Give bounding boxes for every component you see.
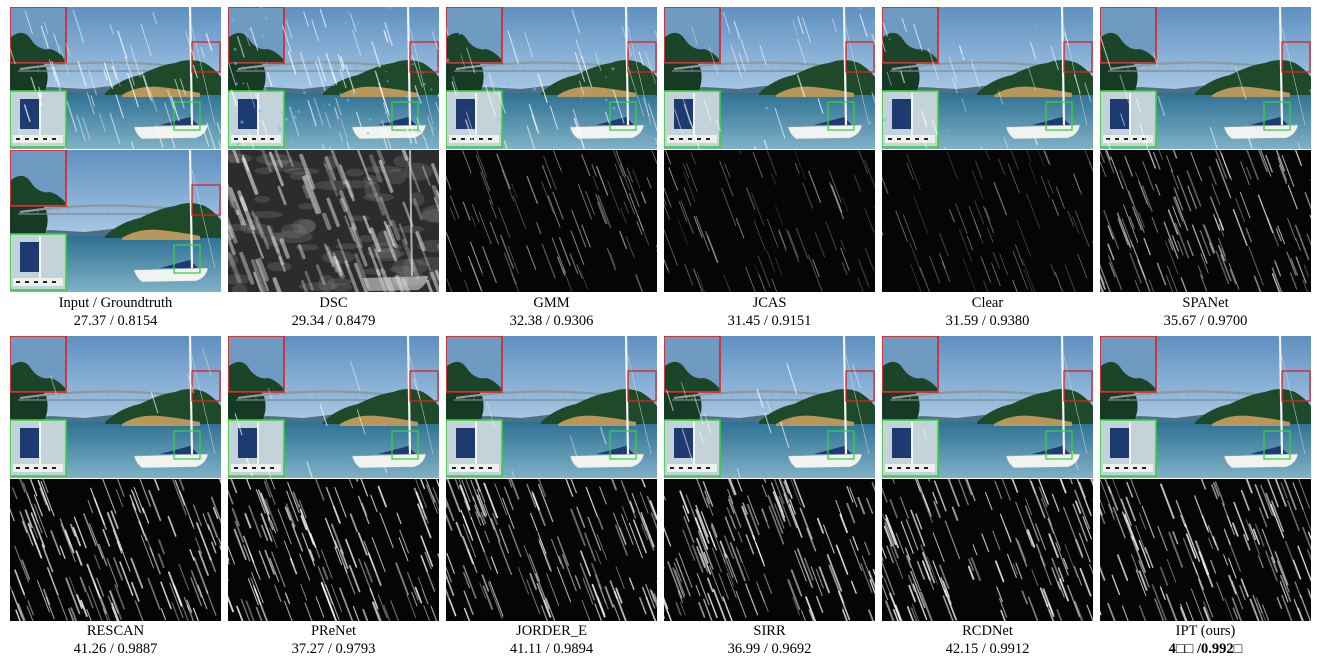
method-name: Clear — [971, 295, 1004, 311]
derained-image — [882, 7, 1093, 149]
panel-caption: Clear 31.59 / 0.9380 — [872, 294, 1103, 330]
rain-residual-image — [446, 150, 657, 292]
sailboat — [1005, 453, 1081, 469]
derained-image — [664, 336, 875, 478]
psnr-ssim-score: 35.67 / 0.9700 — [1163, 313, 1248, 329]
rain-residual-image — [882, 479, 1093, 621]
rain-residual-image — [446, 479, 657, 621]
derained-image — [882, 336, 1093, 478]
mast — [188, 7, 194, 126]
rain-residual-image — [664, 150, 875, 292]
psnr-ssim-score: 41.26 / 0.9887 — [73, 641, 158, 657]
derained-image — [1100, 336, 1311, 478]
mast — [406, 7, 412, 126]
method-name: Input / Groundtruth — [58, 295, 173, 311]
mast — [406, 336, 412, 455]
panel-caption: SPANet 35.67 / 0.9700 — [1090, 294, 1317, 330]
rain-residual-image — [10, 479, 221, 621]
rain-residual-image — [1100, 479, 1311, 621]
panel-caption: DSC 29.34 / 0.8479 — [218, 294, 449, 330]
groundtruth-image — [10, 150, 221, 292]
sailboat — [351, 453, 427, 469]
psnr-ssim-score: 32.38 / 0.9306 — [509, 313, 594, 329]
psnr-ssim-score: 41.11 / 0.9894 — [509, 641, 594, 657]
panel-caption: RESCAN 41.26 / 0.9887 — [0, 622, 231, 658]
psnr-ssim-score: 31.59 / 0.9380 — [945, 313, 1030, 329]
derained-image — [228, 7, 439, 149]
mast — [188, 150, 194, 269]
sailboat — [1223, 453, 1299, 469]
psnr-ssim-score: 4□□ /0.992□ — [1168, 641, 1243, 657]
sailboat — [569, 453, 645, 469]
method-name: IPT (ours) — [1175, 623, 1236, 639]
psnr-ssim-score: 27.37 / 0.8154 — [73, 313, 158, 329]
mast — [1060, 7, 1066, 126]
method-name: SIRR — [753, 623, 786, 639]
derained-image — [446, 7, 657, 149]
mast — [1278, 336, 1284, 455]
method-name: SPANet — [1182, 295, 1229, 311]
psnr-ssim-score: 29.34 / 0.8479 — [291, 313, 376, 329]
sailboat — [133, 453, 209, 469]
psnr-ssim-score: 37.27 / 0.9793 — [291, 641, 376, 657]
panel-caption: GMM 32.38 / 0.9306 — [436, 294, 667, 330]
method-name: JORDER_E — [516, 623, 587, 639]
panel-caption: SIRR 36.99 / 0.9692 — [654, 622, 885, 658]
panel-caption: RCDNet 42.15 / 0.9912 — [872, 622, 1103, 658]
sailboat — [787, 453, 863, 469]
method-name: PReNet — [310, 623, 357, 639]
panel-caption: IPT (ours) 4□□ /0.992□ — [1090, 622, 1317, 658]
method-name: RESCAN — [86, 623, 145, 639]
mast — [188, 336, 194, 455]
derained-image — [664, 7, 875, 149]
derained-image — [10, 336, 221, 478]
mast — [624, 7, 630, 126]
sailboat — [569, 124, 645, 140]
method-name: JCAS — [752, 295, 787, 311]
sailboat — [1223, 124, 1299, 140]
mast — [1278, 7, 1284, 126]
mast — [842, 336, 848, 455]
method-name: GMM — [533, 295, 570, 311]
rain-residual-image — [228, 150, 439, 292]
panel-caption: PReNet 37.27 / 0.9793 — [218, 622, 449, 658]
sailboat — [133, 124, 209, 140]
rain-residual-image — [1100, 150, 1311, 292]
psnr-ssim-score: 42.15 / 0.9912 — [945, 641, 1030, 657]
panel-caption: Input / Groundtruth 27.37 / 0.8154 — [0, 294, 231, 330]
sailboat — [787, 124, 863, 140]
panel-caption: JCAS 31.45 / 0.9151 — [654, 294, 885, 330]
derained-image — [1100, 7, 1311, 149]
method-name: RCDNet — [962, 623, 1013, 639]
derained-image — [446, 336, 657, 478]
psnr-ssim-score: 36.99 / 0.9692 — [727, 641, 812, 657]
derained-image — [10, 7, 221, 149]
derained-image — [228, 336, 439, 478]
mast — [1060, 336, 1066, 455]
sailboat — [1005, 124, 1081, 140]
rain-residual-image — [882, 150, 1093, 292]
panel-caption: JORDER_E 41.11 / 0.9894 — [436, 622, 667, 658]
rain-residual-image — [228, 479, 439, 621]
mast — [842, 7, 848, 126]
sailboat — [133, 267, 209, 283]
mast — [624, 336, 630, 455]
rain-residual-image — [664, 479, 875, 621]
method-name: DSC — [319, 295, 348, 311]
psnr-ssim-score: 31.45 / 0.9151 — [727, 313, 812, 329]
